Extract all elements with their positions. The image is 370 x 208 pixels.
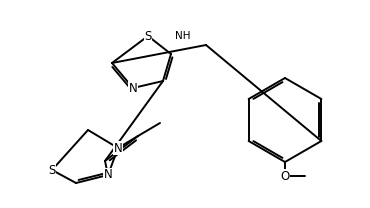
Text: N: N [129, 82, 137, 94]
Text: N: N [104, 168, 112, 182]
Text: S: S [144, 30, 152, 42]
Text: N: N [114, 141, 122, 155]
Text: S: S [48, 163, 56, 177]
Text: O: O [280, 170, 290, 182]
Text: NH: NH [175, 31, 191, 41]
